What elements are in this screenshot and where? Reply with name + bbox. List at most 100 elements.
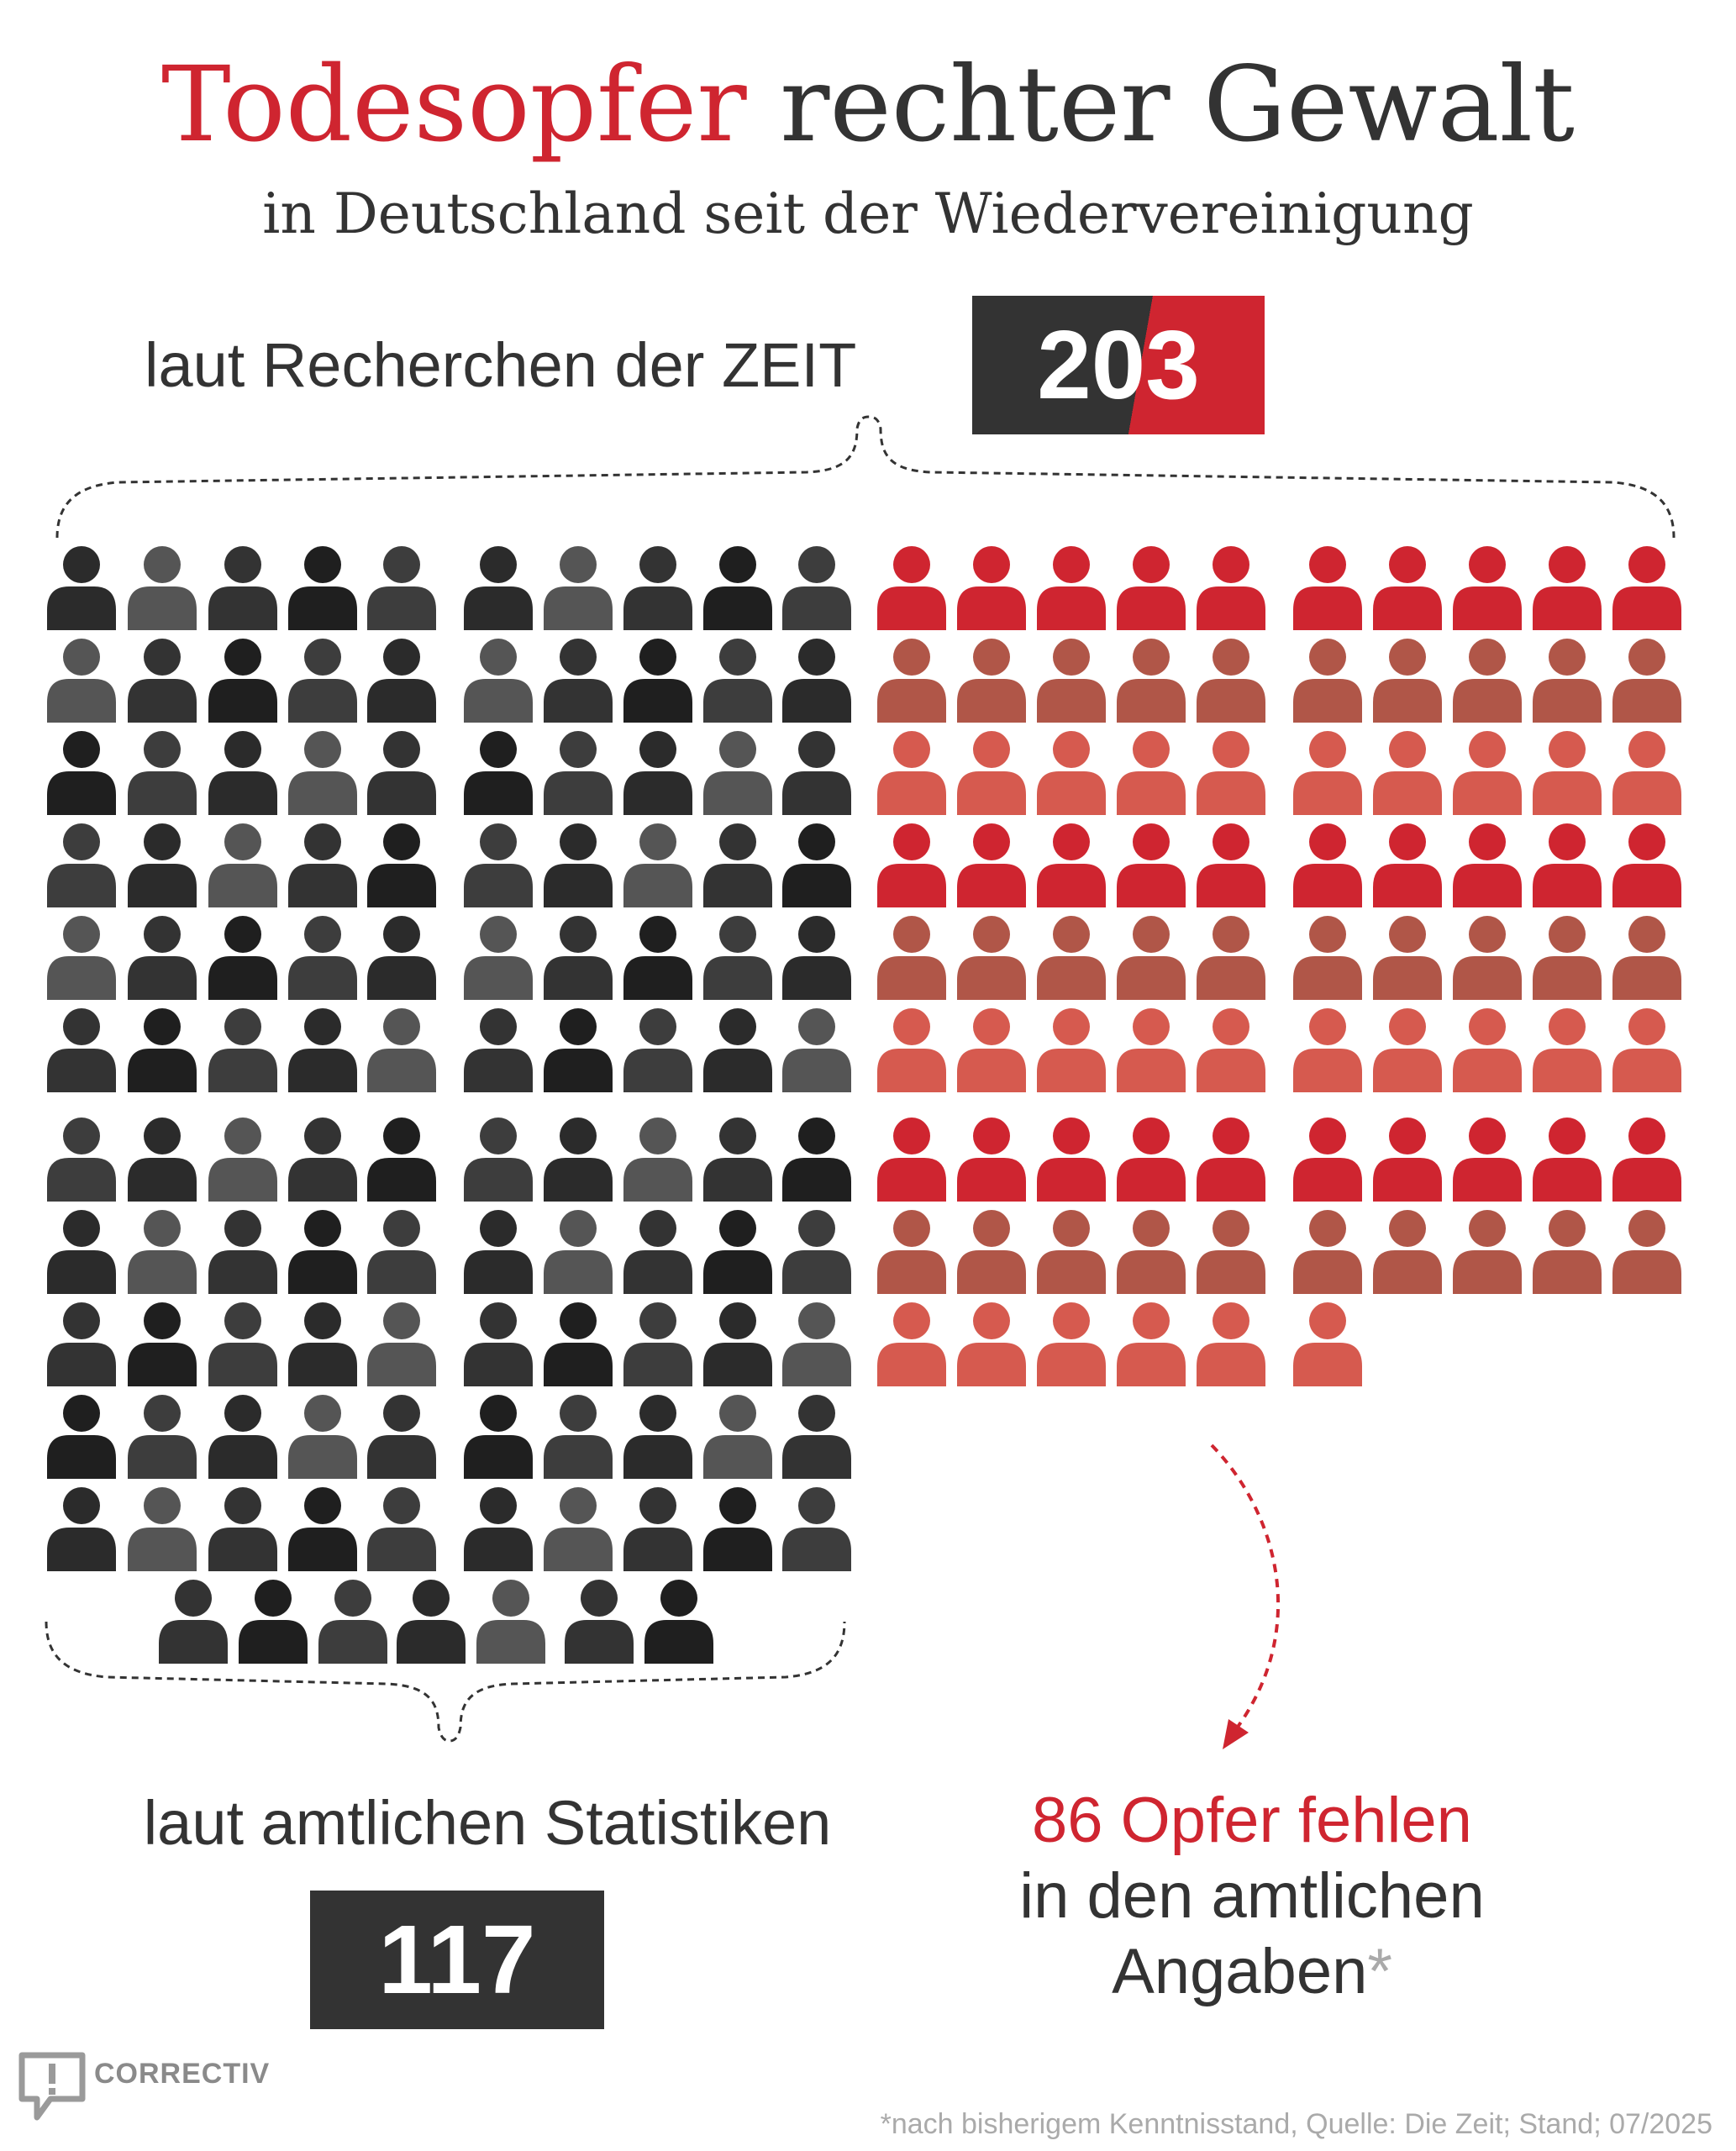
missing-victim-icon-79	[1533, 1210, 1602, 1294]
missing-victim-icon-81	[877, 1302, 946, 1386]
official-victim-icon-18	[623, 639, 692, 723]
official-victim-icon-66	[464, 1118, 533, 1202]
missing-victim-icon-85	[1197, 1302, 1265, 1386]
official-victim-icon-15	[367, 639, 436, 723]
official-victim-icon-72	[128, 1210, 197, 1294]
missing-line-2: in den amtlichen	[1019, 1860, 1485, 1932]
missing-victim-icon-14	[1117, 639, 1186, 723]
official-victim-icon-68	[623, 1118, 692, 1202]
official-victim-icon-16	[464, 639, 533, 723]
official-victim-icon-10	[782, 546, 851, 630]
official-victim-icon-70	[782, 1118, 851, 1202]
official-victim-icon-32	[128, 823, 197, 907]
official-victim-icon-46	[464, 916, 533, 1000]
official-victim-icon-12	[128, 639, 197, 723]
missing-victim-icon-60	[1612, 1008, 1681, 1092]
missing-victim-icon-12	[957, 639, 1026, 723]
official-victim-icon-75	[367, 1210, 436, 1294]
missing-victim-icon-67	[1373, 1118, 1442, 1202]
official-victim-icon-7	[544, 546, 613, 630]
official-victim-icon-51	[47, 1008, 116, 1092]
official-victim-icon-54	[288, 1008, 357, 1092]
official-victim-icon-60	[782, 1008, 851, 1092]
official-victim-icon-55	[367, 1008, 436, 1092]
official-victim-icon-67	[544, 1118, 613, 1202]
official-victim-icon-97	[544, 1395, 613, 1479]
speech-bubble-exclamation-icon	[18, 2052, 86, 2121]
official-victim-icon-31	[47, 823, 116, 907]
official-victim-icon-58	[623, 1008, 692, 1092]
missing-victim-icon-47	[1373, 916, 1442, 1000]
missing-victim-icon-7	[1373, 546, 1442, 630]
page-title: Todesopfer rechter Gewalt	[0, 42, 1736, 168]
official-victim-icon-69	[703, 1118, 772, 1202]
official-victim-icon-112	[239, 1580, 308, 1664]
official-victim-icon-4	[288, 546, 357, 630]
missing-victim-icon-26	[1293, 731, 1362, 815]
official-total-box	[310, 1891, 604, 2029]
official-victim-icon-49	[703, 916, 772, 1000]
missing-victim-icon-5	[1197, 546, 1265, 630]
official-victim-icon-83	[208, 1302, 277, 1386]
official-victim-icon-2	[128, 546, 197, 630]
footnote: *nach bisherigem Kenntnisstand, Quelle: …	[880, 2108, 1712, 2140]
missing-victim-icon-39	[1533, 823, 1602, 907]
missing-asterisk: *	[1367, 1936, 1392, 2007]
official-victim-icon-90	[782, 1302, 851, 1386]
official-victim-icon-113	[318, 1580, 387, 1664]
missing-victim-icon-23	[1037, 731, 1106, 815]
missing-victim-icon-10	[1612, 546, 1681, 630]
official-victim-icon-95	[367, 1395, 436, 1479]
missing-victim-icon-63	[1037, 1118, 1106, 1202]
official-victim-icon-5	[367, 546, 436, 630]
missing-victim-icon-29	[1533, 731, 1602, 815]
official-victim-icon-98	[623, 1395, 692, 1479]
official-victim-icon-13	[208, 639, 277, 723]
official-victim-icon-71	[47, 1210, 116, 1294]
missing-victim-icon-38	[1453, 823, 1522, 907]
missing-victim-icon-40	[1612, 823, 1681, 907]
missing-victim-icon-31	[877, 823, 946, 907]
official-victim-icon-17	[544, 639, 613, 723]
official-victim-icon-110	[782, 1487, 851, 1571]
missing-victim-icon-80	[1612, 1210, 1681, 1294]
official-victim-icon-20	[782, 639, 851, 723]
official-victim-icon-1	[47, 546, 116, 630]
official-victim-icon-24	[288, 731, 357, 815]
official-victim-icon-79	[703, 1210, 772, 1294]
official-victim-icon-104	[288, 1487, 357, 1571]
missing-victim-icon-1	[877, 546, 946, 630]
official-victim-icon-65	[367, 1118, 436, 1202]
missing-victim-icon-18	[1453, 639, 1522, 723]
missing-victim-icon-24	[1117, 731, 1186, 815]
official-victim-icon-22	[128, 731, 197, 815]
official-victim-icon-48	[623, 916, 692, 1000]
official-victim-icon-89	[703, 1302, 772, 1386]
official-victim-icon-23	[208, 731, 277, 815]
missing-victim-icon-32	[957, 823, 1026, 907]
official-victim-icon-45	[367, 916, 436, 1000]
official-victim-icon-39	[703, 823, 772, 907]
official-victim-icon-92	[128, 1395, 197, 1479]
missing-victim-icon-66	[1293, 1118, 1362, 1202]
missing-victim-icon-36	[1293, 823, 1362, 907]
missing-victim-icon-41	[877, 916, 946, 1000]
missing-victim-icon-70	[1612, 1118, 1681, 1202]
official-victim-icon-91	[47, 1395, 116, 1479]
missing-victim-icon-9	[1533, 546, 1602, 630]
missing-victim-icon-59	[1533, 1008, 1602, 1092]
official-victim-icon-47	[544, 916, 613, 1000]
missing-victim-icon-57	[1373, 1008, 1442, 1092]
missing-victim-icon-34	[1117, 823, 1186, 907]
official-label: laut amtlichen Statistiken	[143, 1788, 832, 1858]
missing-arrow	[1210, 1444, 1280, 1734]
missing-victim-icon-64	[1117, 1118, 1186, 1202]
official-victim-icon-62	[128, 1118, 197, 1202]
official-total-value: 117	[378, 1905, 536, 2014]
missing-victim-icon-8	[1453, 546, 1522, 630]
missing-victim-icon-28	[1453, 731, 1522, 815]
missing-victim-icon-72	[957, 1210, 1026, 1294]
missing-victim-icon-76	[1293, 1210, 1362, 1294]
official-victim-icon-6	[464, 546, 533, 630]
missing-victim-icon-75	[1197, 1210, 1265, 1294]
